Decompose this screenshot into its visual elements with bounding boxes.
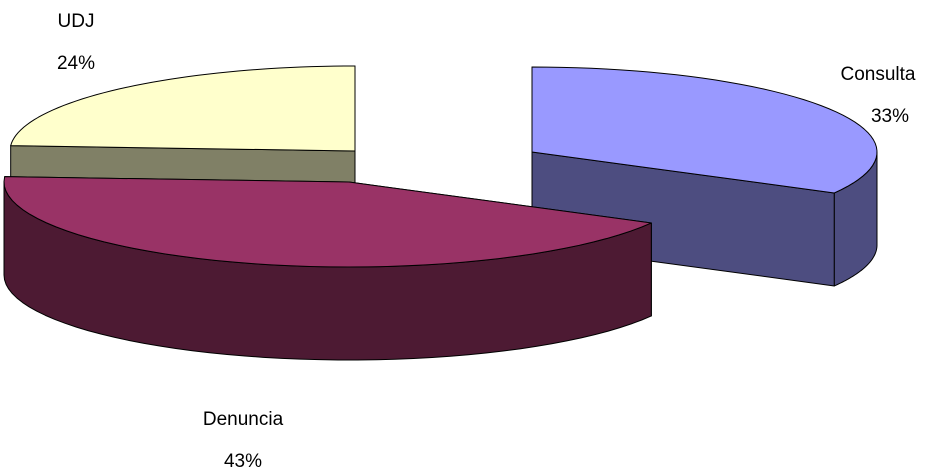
pie-slice-denuncia bbox=[3, 176, 652, 361]
pie-slices bbox=[3, 65, 878, 361]
label-name-udj: UDJ bbox=[58, 11, 95, 32]
data-labels: UDJ 24% Consulta 33% Denuncia 43% bbox=[57, 11, 916, 472]
label-pct-consulta: 33% bbox=[871, 106, 909, 127]
pie-slice-consulta bbox=[531, 66, 878, 287]
label-pct-denuncia: 43% bbox=[224, 451, 262, 472]
label-pct-udj: 24% bbox=[57, 53, 95, 74]
pie-slice-top-denuncia bbox=[3, 176, 652, 268]
pie-slice-top-consulta bbox=[531, 66, 878, 194]
label-name-denuncia: Denuncia bbox=[203, 409, 284, 430]
label-name-consulta: Consulta bbox=[841, 64, 916, 85]
pie-slice-top-udj bbox=[10, 65, 356, 152]
